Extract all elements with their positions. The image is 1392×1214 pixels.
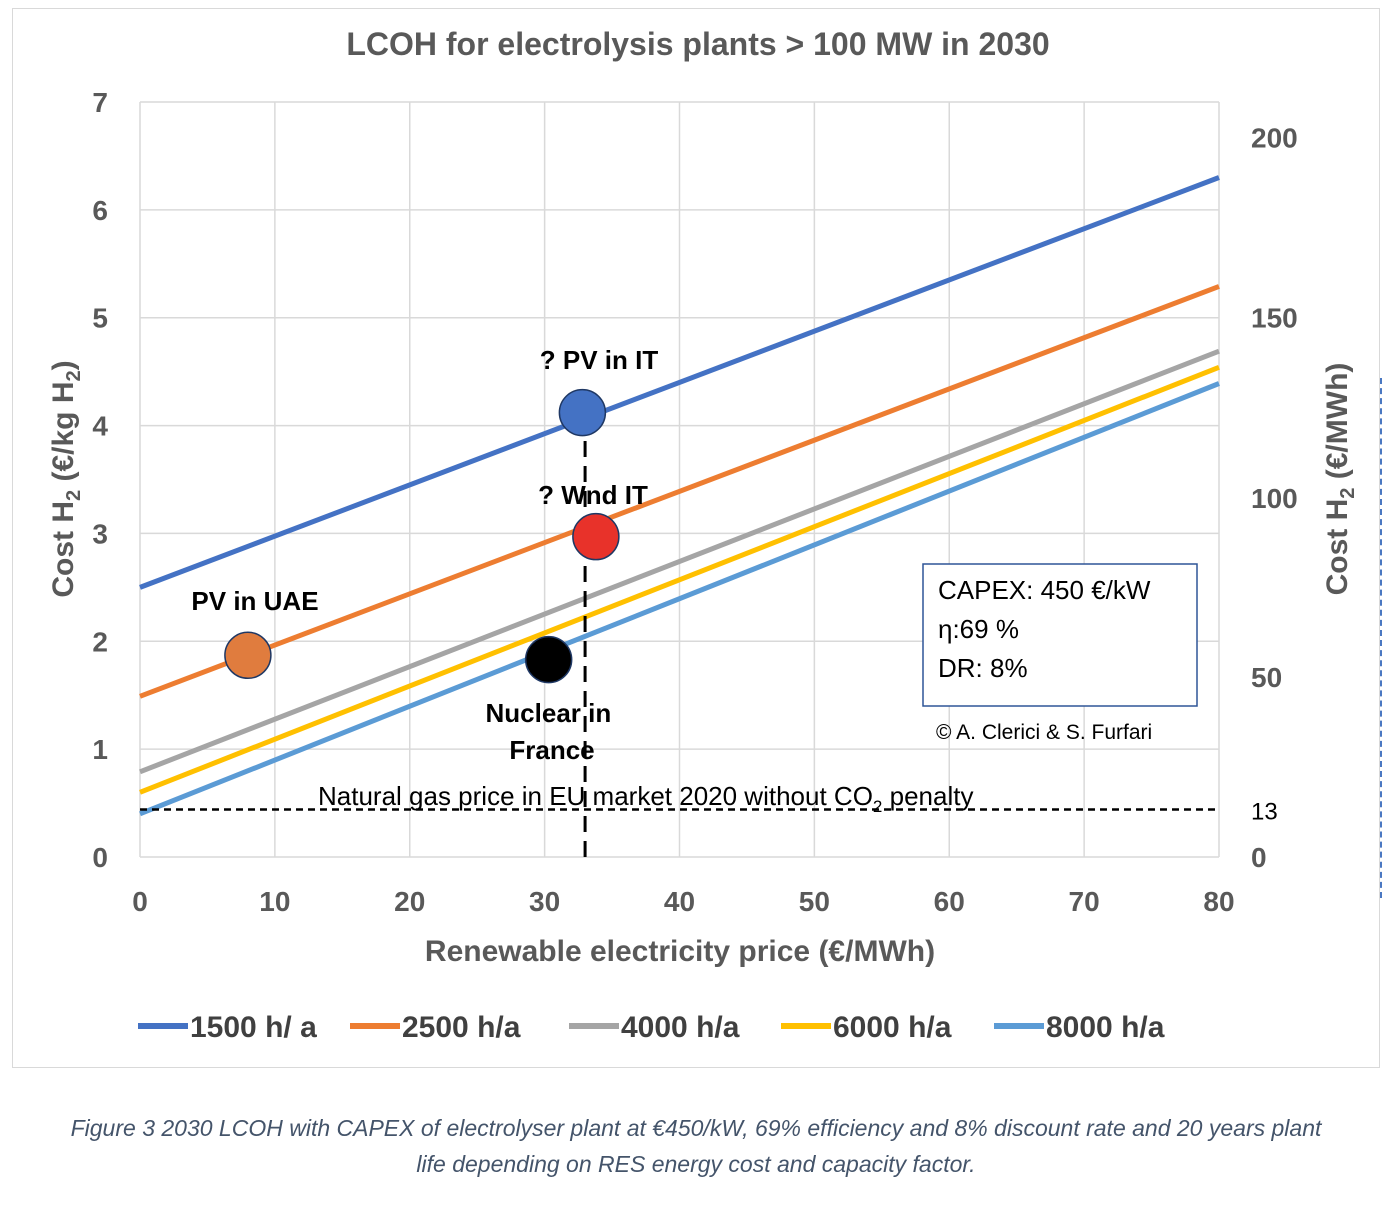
legend-item: 4000 h/a [569, 1011, 740, 1044]
y-tick-label: 5 [92, 303, 108, 334]
ref-line-label: Natural gas price in EU market 2020 with… [318, 781, 973, 816]
caption-line-2: life depending on RES energy cost and ca… [416, 1151, 976, 1177]
x-tick-label: 30 [529, 886, 560, 917]
legend-label: 6000 h/a [833, 1011, 952, 1044]
x-tick-label: 50 [799, 886, 830, 917]
series-line [139, 365, 1220, 795]
series-line [139, 381, 1220, 817]
x-tick-label: 10 [259, 886, 290, 917]
secondary-y-axis-ticks: 0 13 50 100 150 200 [1251, 123, 1298, 873]
y-tick-label: 0 [92, 842, 108, 873]
highlight-point [558, 388, 607, 437]
x-tick-label: 80 [1203, 886, 1234, 917]
x-axis-ticks: 0 10 20 30 40 50 60 70 80 [132, 886, 1234, 917]
info-box: CAPEX: 450 €/kW η:69 % DR: 8% [922, 563, 1198, 707]
copyright: © A. Clerici & S. Furfari [936, 721, 1152, 744]
y-tick-label: 3 [92, 518, 108, 549]
label-nuclear-line2: France [509, 735, 594, 765]
series-line [139, 175, 1220, 590]
secondary-y-tick-label: 50 [1251, 662, 1282, 693]
chart-title: LCOH for electrolysis plants > 100 MW in… [346, 26, 1049, 62]
x-tick-label: 20 [394, 886, 425, 917]
legend: 1500 h/ a 2500 h/a 4000 h/a 6000 h/a 8000 h/… [138, 1011, 1165, 1044]
x-tick-label: 40 [664, 886, 695, 917]
grid [139, 101, 1220, 858]
y-tick-label: 6 [92, 195, 108, 226]
series-line [139, 348, 1220, 775]
info-discount-rate: DR: 8% [938, 653, 1028, 683]
label-pv-in-it: ? PV in IT [540, 345, 659, 375]
label-pv-in-uae: PV in UAE [191, 586, 318, 616]
label-wnd-it: ? Wnd IT [538, 480, 648, 510]
x-tick-label: 70 [1069, 886, 1100, 917]
label-nuclear-france: Nuclear in France [486, 698, 619, 765]
x-tick-label: 0 [132, 886, 148, 917]
lcoh-chart: LCOH for electrolysis plants > 100 MW in… [47, 26, 1359, 1044]
legend-item: 1500 h/ a [138, 1011, 317, 1044]
secondary-y-tick-label: 13 [1251, 799, 1278, 826]
legend-item: 2500 h/a [350, 1011, 521, 1044]
x-tick-label: 60 [934, 886, 965, 917]
page-edge-dashed-marker [1380, 378, 1382, 898]
highlight-point [524, 635, 573, 684]
caption-line-1: Figure 3 2030 LCOH with CAPEX of electro… [70, 1115, 1322, 1141]
chart-frame: LCOH for electrolysis plants > 100 MW in… [12, 8, 1380, 1068]
label-nuclear-line1: Nuclear in [486, 698, 612, 728]
series-lines [139, 175, 1220, 817]
legend-item: 8000 h/a [994, 1011, 1165, 1044]
secondary-y-axis-title: Cost H2 (€/MWh) [1321, 363, 1359, 596]
series-line [139, 284, 1220, 699]
y-tick-label: 4 [92, 411, 108, 442]
secondary-y-tick-label: 100 [1251, 483, 1298, 514]
y-tick-label: 1 [92, 734, 108, 765]
legend-label: 2500 h/a [402, 1011, 521, 1044]
highlight-point [224, 631, 272, 680]
y-axis-ticks: 0 1 2 3 4 5 6 7 [92, 87, 108, 873]
legend-label: 8000 h/a [1046, 1011, 1165, 1044]
legend-label: 4000 h/a [621, 1011, 740, 1044]
figure-caption: Figure 3 2030 LCOH with CAPEX of electro… [0, 1110, 1392, 1182]
legend-label: 1500 h/ a [190, 1011, 317, 1044]
legend-item: 6000 h/a [781, 1011, 952, 1044]
y-tick-label: 7 [92, 87, 108, 118]
highlight-point [572, 512, 620, 561]
y-axis-title: Cost H2 (€/kg H2) [47, 360, 85, 597]
secondary-y-tick-label: 200 [1251, 123, 1298, 154]
secondary-y-tick-label: 150 [1251, 303, 1298, 334]
info-capex: CAPEX: 450 €/kW [938, 575, 1151, 605]
x-axis-title: Renewable electricity price (€/MWh) [425, 935, 935, 968]
y-tick-label: 2 [92, 626, 108, 657]
info-efficiency: η:69 % [938, 614, 1019, 644]
secondary-y-tick-label: 0 [1251, 842, 1267, 873]
highlighted-points [224, 388, 620, 684]
